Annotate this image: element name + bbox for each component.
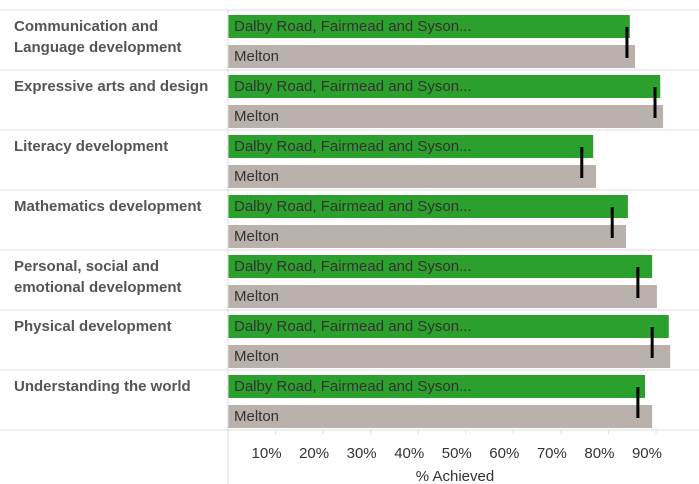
bar-series-label: Dalby Road, Fairmead and Syson... <box>234 78 472 95</box>
x-tick-label: 30% <box>347 445 377 462</box>
bar <box>228 15 630 38</box>
bar-series-label: Melton <box>234 408 279 425</box>
category-label-box: Understanding the world <box>14 378 191 395</box>
bar-series-label: Melton <box>234 228 279 245</box>
category-label: Literacy development <box>14 138 169 155</box>
bar <box>228 375 646 398</box>
bar <box>228 345 671 368</box>
bar <box>228 255 653 278</box>
bar <box>228 135 594 158</box>
bar <box>228 195 628 218</box>
x-tick-label: 80% <box>584 445 614 462</box>
category-label: Physical development <box>14 318 172 335</box>
bar-series-label: Dalby Road, Fairmead and Syson... <box>234 18 472 35</box>
bar-series-label: Dalby Road, Fairmead and Syson... <box>234 258 472 275</box>
bar <box>228 165 597 188</box>
x-tick-label: 20% <box>299 445 329 462</box>
bar-series-label: Melton <box>234 348 279 365</box>
x-tick-label: 70% <box>537 445 567 462</box>
category-label-box: Personal, social and emotional developme… <box>14 258 182 296</box>
x-tick-label: 60% <box>489 445 519 462</box>
bar <box>228 405 653 428</box>
bar-series-label: Dalby Road, Fairmead and Syson... <box>234 318 472 335</box>
category-label: Understanding the world <box>14 378 191 395</box>
bar-series-label: Dalby Road, Fairmead and Syson... <box>234 198 472 215</box>
x-axis-label: % Achieved <box>416 468 494 484</box>
bar <box>228 315 669 338</box>
x-tick-label: 10% <box>252 445 282 462</box>
category-label-box: Communication and Language development <box>14 18 182 56</box>
category-label: Expressive arts and design <box>14 78 209 95</box>
bar-series-label: Dalby Road, Fairmead and Syson... <box>234 138 472 155</box>
bar-series-label: Melton <box>234 288 279 305</box>
category-label-box: Mathematics development <box>14 198 202 215</box>
bar-series-label: Melton <box>234 168 279 185</box>
bar-series-label: Melton <box>234 108 279 125</box>
x-tick-label: 50% <box>442 445 472 462</box>
category-label-box: Expressive arts and design <box>14 78 209 95</box>
bar <box>228 45 636 68</box>
category-label: Mathematics development <box>14 198 202 215</box>
bar-series-label: Dalby Road, Fairmead and Syson... <box>234 378 472 395</box>
category-label-box: Physical development <box>14 318 172 335</box>
category-label: Communication and Language development <box>14 18 182 56</box>
category-label-box: Literacy development <box>14 138 169 155</box>
bar <box>228 225 627 248</box>
bar <box>228 105 664 128</box>
bar <box>228 75 661 98</box>
bar-series-label: Melton <box>234 48 279 65</box>
x-tick-label: 90% <box>632 445 662 462</box>
bar <box>228 285 657 308</box>
x-tick-label: 40% <box>394 445 424 462</box>
category-label: Personal, social and emotional developme… <box>14 258 182 296</box>
